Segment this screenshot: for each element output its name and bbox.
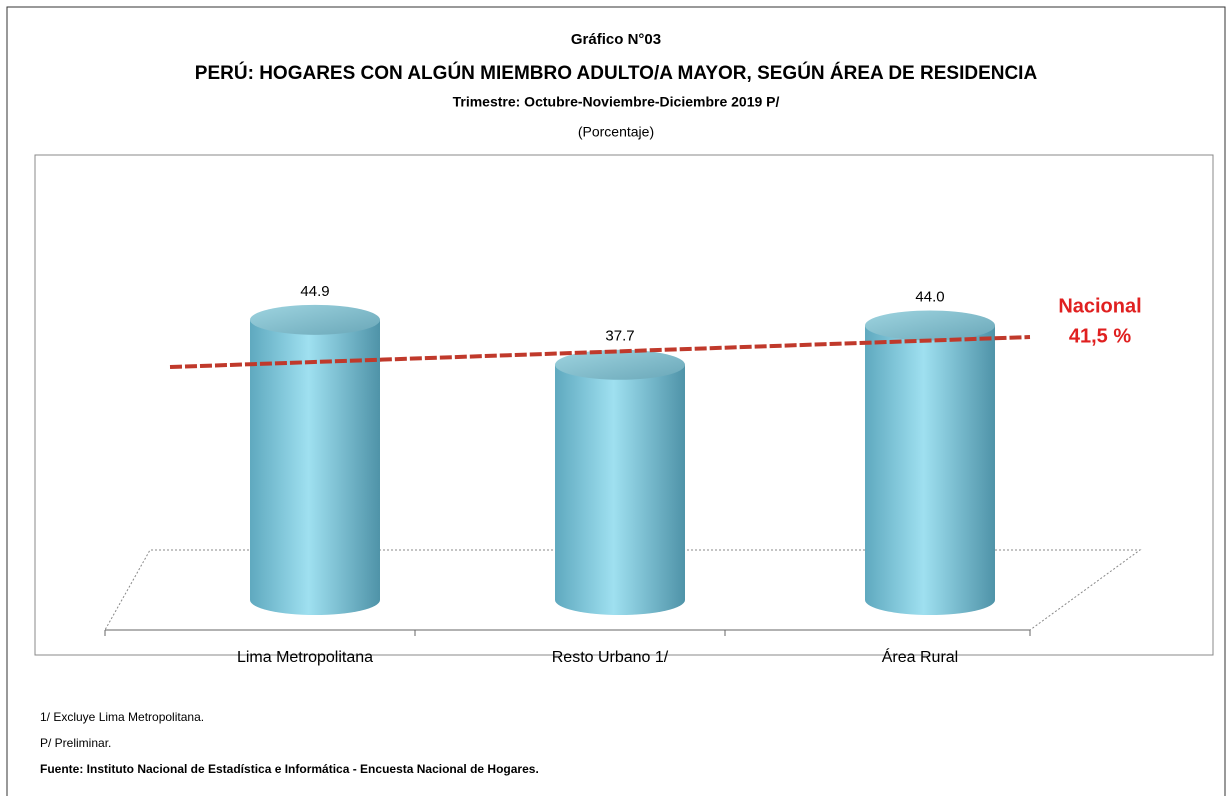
reference-label: 41,5 % [1069,325,1131,347]
note: 1/ Excluye Lima Metropolitana. [40,710,204,724]
value-label: 37.7 [605,328,634,345]
chart-title: PERÚ: HOGARES CON ALGÚN MIEMBRO ADULTO/A… [195,62,1038,84]
x-tick-label: Área Rural [882,647,958,666]
subtitle: Trimestre: Octubre-Noviembre-Diciembre 2… [453,94,780,110]
kicker: Gráfico N°03 [571,31,661,48]
reference-name: Nacional [1058,295,1141,317]
x-tick-label: Lima Metropolitana [237,649,373,666]
source: Fuente: Instituto Nacional de Estadístic… [40,762,539,776]
bar [555,349,685,615]
value-label: 44.0 [915,288,944,305]
unit: (Porcentaje) [578,124,654,140]
bar [865,310,995,615]
bar [250,304,380,615]
value-label: 44.9 [300,283,329,300]
note: P/ Preliminar. [40,736,111,750]
x-tick-label: Resto Urbano 1/ [552,649,669,666]
frame [6,6,1226,796]
reference-line [169,335,1031,370]
